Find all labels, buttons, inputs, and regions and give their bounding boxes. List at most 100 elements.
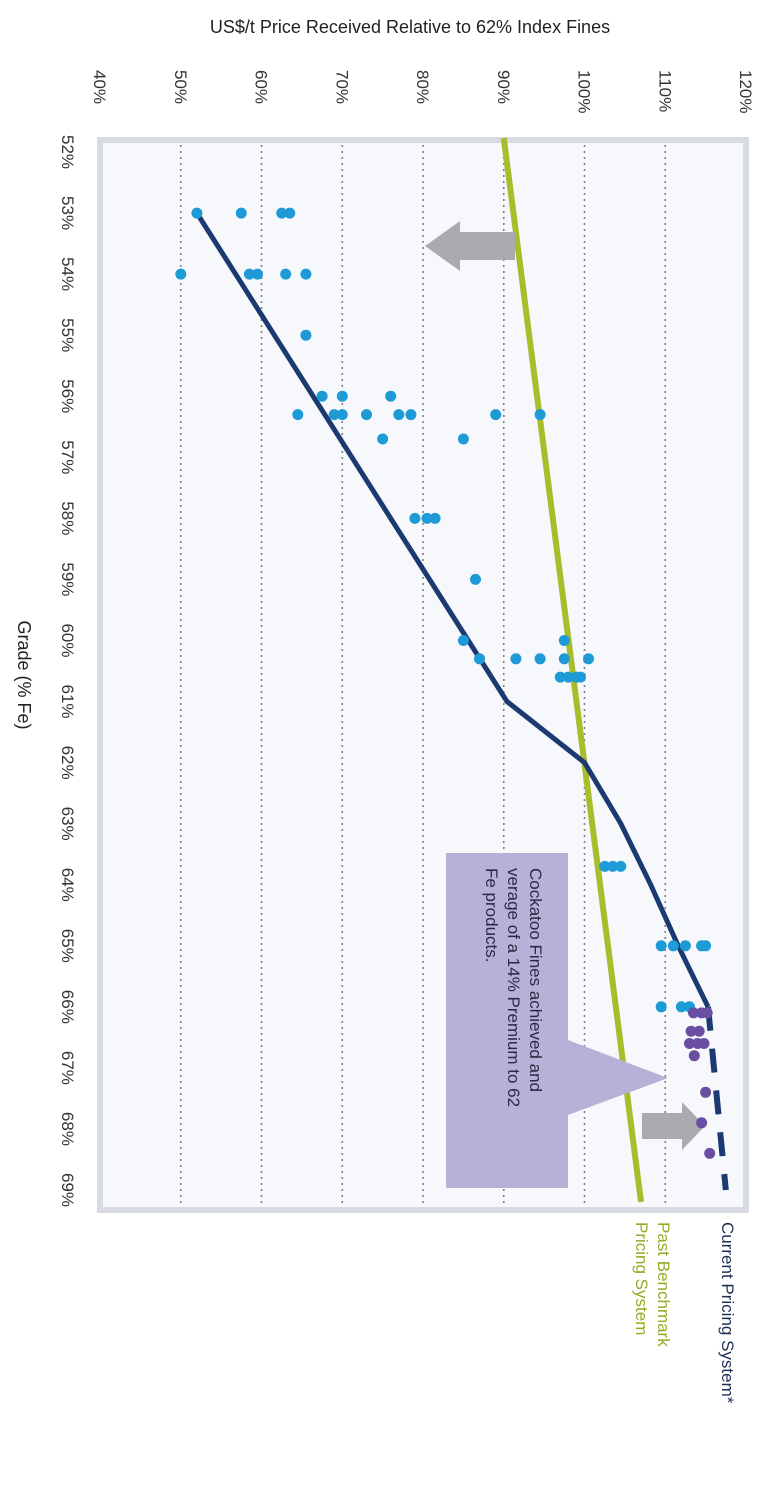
- data-point: [405, 409, 417, 421]
- y-tick-label: 70%: [332, 70, 351, 104]
- data-point: [292, 409, 304, 421]
- data-point: [684, 1038, 695, 1049]
- legend-past-benchmark-line1: Past Benchmark: [654, 1222, 673, 1347]
- data-point: [328, 409, 340, 421]
- arrow-right-icon: [642, 1102, 705, 1150]
- y-tick-label: 80%: [413, 70, 432, 104]
- data-point: [554, 671, 566, 683]
- x-tick-label: 60%: [58, 623, 77, 657]
- data-point: [377, 433, 389, 445]
- x-tick-label: 61%: [58, 685, 77, 719]
- data-point: [534, 409, 546, 421]
- x-tick-label: 64%: [58, 868, 77, 902]
- x-tick-label: 54%: [58, 257, 77, 291]
- data-point: [688, 1050, 700, 1062]
- x-tick-label: 58%: [58, 501, 77, 535]
- y-tick-labels: 40% 50% 60% 70% 80% 90% 100% 110% 120%: [90, 70, 755, 113]
- data-point: [599, 860, 611, 872]
- x-tick-label: 53%: [58, 196, 77, 230]
- callout-pointer: [568, 1040, 668, 1115]
- data-point: [457, 433, 469, 445]
- x-tick-label: 69%: [58, 1173, 77, 1207]
- data-point: [429, 512, 441, 524]
- data-point: [361, 409, 372, 421]
- data-point: [243, 268, 255, 280]
- data-point: [558, 635, 570, 646]
- data-point: [685, 1025, 697, 1037]
- data-point: [675, 1001, 687, 1013]
- data-point: [562, 671, 574, 683]
- data-point: [575, 671, 586, 683]
- x-tick-label: 55%: [58, 318, 77, 352]
- legend-past-benchmark-line2: Pricing System: [632, 1222, 651, 1335]
- callout-box: [446, 853, 568, 1188]
- data-point: [393, 409, 405, 421]
- x-tick-label: 65%: [58, 929, 77, 963]
- y-tick-label: 120%: [736, 70, 755, 113]
- series-line-current-pricing-dashed: [705, 1006, 729, 1191]
- series-line-current-pricing: [194, 211, 711, 1008]
- data-point: [235, 207, 247, 219]
- legend-current-pricing: Current Pricing System*: [718, 1222, 737, 1404]
- x-tick-label: 52%: [58, 135, 77, 169]
- y-tick-label: 40%: [90, 70, 109, 104]
- x-tick-label: 59%: [58, 562, 77, 596]
- data-point: [510, 653, 522, 665]
- arrow-left-icon: [425, 221, 515, 271]
- data-point: [300, 329, 312, 341]
- y-tick-label: 110%: [655, 70, 674, 112]
- data-point: [280, 268, 292, 280]
- data-point: [385, 390, 397, 402]
- data-point: [693, 1025, 705, 1037]
- data-point: [558, 653, 570, 665]
- y-axis-title: US$/t Price Received Relative to 62% Ind…: [210, 17, 610, 37]
- y-tick-label: 50%: [171, 70, 190, 104]
- x-tick-label: 67%: [58, 1051, 77, 1085]
- data-point: [615, 860, 627, 872]
- data-point: [175, 268, 187, 280]
- data-point: [409, 512, 421, 524]
- data-point: [534, 653, 546, 665]
- x-tick-label: 68%: [58, 1112, 77, 1146]
- data-point: [490, 409, 502, 421]
- scatter-points: [175, 207, 716, 1159]
- x-tick-label: 56%: [58, 379, 77, 413]
- data-point: [607, 860, 619, 872]
- x-axis-title: Grade (% Fe): [14, 620, 34, 729]
- data-point: [655, 1001, 667, 1013]
- data-point: [701, 1007, 713, 1019]
- x-tick-label: 66%: [58, 990, 77, 1024]
- data-point: [252, 268, 263, 280]
- data-point: [316, 390, 328, 402]
- y-tick-label: 90%: [494, 70, 513, 104]
- data-point: [284, 207, 296, 219]
- series-line-past-benchmark: [500, 137, 645, 1203]
- callout-text: Cockatoo Fines achieved and verage of a …: [482, 868, 545, 1112]
- data-point: [667, 940, 679, 952]
- data-point: [698, 1038, 710, 1049]
- data-point: [655, 940, 667, 952]
- data-point: [704, 1147, 716, 1159]
- data-point: [700, 940, 712, 952]
- data-point: [276, 207, 288, 219]
- x-tick-label: 62%: [58, 746, 77, 780]
- y-tick-label: 100%: [575, 70, 594, 113]
- x-tick-label: 57%: [58, 440, 77, 474]
- data-point: [336, 390, 348, 402]
- data-point: [583, 653, 594, 665]
- x-tick-label: 63%: [58, 807, 77, 841]
- data-point: [700, 1086, 712, 1098]
- data-point: [474, 653, 485, 665]
- x-tick-labels: 52% 53% 54% 55% 56% 57% 58% 59% 60% 61% 62% 63% 64% 6…: [58, 135, 77, 1207]
- data-point: [457, 635, 469, 646]
- y-tick-label: 60%: [252, 70, 271, 104]
- data-point: [191, 207, 203, 219]
- data-point: [688, 1007, 699, 1019]
- data-point: [696, 1117, 708, 1129]
- data-point: [336, 409, 348, 421]
- data-point: [470, 573, 481, 585]
- data-point: [679, 940, 691, 952]
- callout: Cockatoo Fines achieved and verage of a …: [446, 853, 668, 1188]
- data-point: [421, 512, 433, 524]
